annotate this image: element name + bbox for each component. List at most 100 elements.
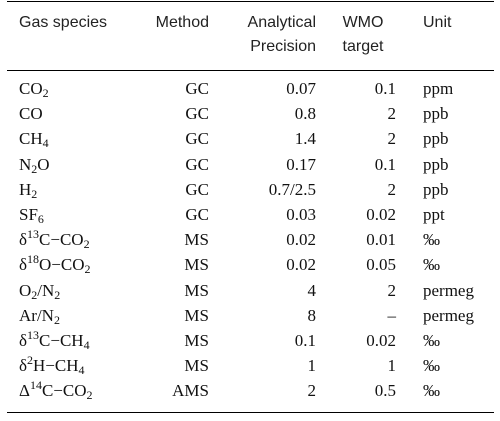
- cell-unit: permeg: [423, 280, 474, 300]
- header-gas-species-label: Gas species: [19, 14, 108, 31]
- cell-analytical-precision: 1: [307, 356, 317, 376]
- header-unit: Unit: [423, 11, 451, 35]
- gas-text: CO: [19, 79, 43, 98]
- gas-text: O: [19, 280, 32, 300]
- gas-text: /N: [37, 280, 55, 300]
- gas-subscript: 2: [54, 287, 61, 302]
- cell-gas-species: CH4: [19, 126, 49, 151]
- cell-method: MS: [184, 331, 209, 350]
- cell-analytical-precision: 0.8: [294, 104, 316, 124]
- cell-wmo-target: –: [387, 305, 397, 325]
- table-row: SF6 GC 0.03 0.02 ppt: [0, 202, 500, 227]
- gas-text: N: [19, 154, 32, 174]
- cell-analytical-precision: 1.4: [294, 129, 316, 149]
- table-row: CO2 GC 0.07 0.1 ppm: [0, 76, 500, 101]
- cell-unit: ‰: [423, 381, 440, 401]
- cell-wmo-target: 2: [387, 179, 397, 199]
- gas-superscript: 2: [27, 353, 34, 368]
- gas-text: H−CH: [33, 356, 79, 376]
- table-row: H2 GC 0.7/2.5 2 ppb: [0, 177, 500, 202]
- gas-superscript: 14: [29, 378, 42, 393]
- gas-superscript: 13: [27, 328, 40, 342]
- gas-text: CH: [19, 129, 43, 149]
- cell-gas-species: δ18O−CO2: [19, 252, 91, 277]
- cell-gas-species: SF6: [19, 202, 44, 227]
- table-row: N2O GC 0.17 0.1 ppb: [0, 152, 500, 177]
- table-row: Δ14C−CO2 AMS 2 0.5 ‰: [0, 378, 500, 403]
- cell-analytical-precision: 0.17: [286, 154, 316, 174]
- header-wmo-line1: WMO: [342, 14, 384, 31]
- cell-method: MS: [184, 280, 209, 300]
- cell-analytical-precision: 0.7/2.5: [268, 179, 316, 199]
- cell-gas-species: O2/N2: [19, 278, 60, 303]
- gas-subscript: 2: [31, 287, 38, 302]
- cell-unit: ‰: [423, 356, 440, 376]
- cell-wmo-target: 1: [387, 356, 397, 376]
- gas-text: O−CO: [39, 255, 85, 275]
- gas-text: δ: [19, 356, 28, 376]
- gas-subscript: 2: [86, 388, 93, 403]
- cell-wmo-target: 0.05: [366, 255, 396, 275]
- gas-subscript: 2: [31, 161, 38, 176]
- header-precision-line2: Precision: [250, 38, 316, 55]
- table-row: δ13C−CH4 MS 0.1 0.02 ‰: [0, 328, 500, 353]
- table-row: O2/N2 MS 4 2 permeg: [0, 278, 500, 303]
- cell-unit: ppb: [423, 154, 449, 174]
- header-rule: [7, 70, 494, 71]
- cell-method: GC: [185, 179, 209, 199]
- cell-unit: ‰: [423, 331, 440, 350]
- gas-text: SF: [19, 205, 38, 224]
- gas-text: O: [37, 154, 50, 174]
- gas-subscript: 2: [42, 86, 49, 100]
- cell-wmo-target: 0.02: [366, 205, 396, 224]
- table-row: δ13C−CO2 MS 0.02 0.01 ‰: [0, 227, 500, 252]
- gas-text: Ar/N: [19, 305, 54, 325]
- cell-wmo-target: 0.1: [374, 154, 396, 174]
- cell-analytical-precision: 0.02: [286, 255, 316, 275]
- header-analytical-precision: Analytical Precision: [228, 11, 316, 59]
- cell-wmo-target: 0.02: [366, 331, 396, 350]
- gas-superscript: 13: [27, 227, 40, 242]
- header-precision-line1: Analytical: [247, 14, 316, 31]
- cell-analytical-precision: 4: [307, 280, 317, 300]
- cell-gas-species: N2O: [19, 152, 50, 177]
- table-row: CH4 GC 1.4 2 ppb: [0, 126, 500, 151]
- cell-analytical-precision: 0.02: [286, 230, 316, 250]
- cell-analytical-precision: 0.07: [286, 79, 316, 98]
- cell-method: GC: [185, 104, 209, 124]
- header-method-label: Method: [155, 14, 209, 31]
- cell-unit: ppb: [423, 104, 449, 124]
- cell-wmo-target: 2: [387, 280, 397, 300]
- cell-unit: permeg: [423, 305, 474, 325]
- gas-text: δ: [19, 331, 28, 350]
- cell-wmo-target: 0.01: [366, 230, 396, 250]
- gas-text: δ: [19, 255, 28, 275]
- cell-method: MS: [184, 305, 209, 325]
- header-unit-label: Unit: [423, 14, 452, 31]
- gas-subscript: 6: [37, 212, 44, 226]
- table-row: δ2H−CH4 MS 1 1 ‰: [0, 353, 500, 378]
- cell-analytical-precision: 0.03: [286, 205, 316, 224]
- gas-superscript: 18: [27, 252, 40, 267]
- cell-method: AMS: [172, 381, 209, 401]
- cell-gas-species: H2: [19, 177, 37, 202]
- cell-method: GC: [185, 154, 209, 174]
- gas-text: δ: [19, 230, 28, 250]
- cell-wmo-target: 2: [387, 129, 397, 149]
- gas-subscript: 2: [83, 237, 90, 252]
- header-method: Method: [143, 11, 209, 35]
- cell-gas-species: δ13C−CH4: [19, 328, 90, 353]
- top-rule: [7, 1, 494, 3]
- cell-unit: ppt: [423, 205, 445, 224]
- cell-method: MS: [184, 230, 209, 250]
- cell-unit: ppb: [423, 129, 449, 149]
- cell-unit: ‰: [423, 255, 440, 275]
- gas-subscript: 4: [78, 363, 85, 378]
- table-row: Ar/N2 MS 8 – permeg: [0, 303, 500, 328]
- cell-method: GC: [185, 205, 209, 224]
- header-wmo-line2: target: [342, 38, 384, 55]
- cell-gas-species: CO: [19, 101, 43, 126]
- cell-wmo-target: 0.1: [374, 79, 396, 98]
- gas-subscript: 2: [84, 262, 91, 277]
